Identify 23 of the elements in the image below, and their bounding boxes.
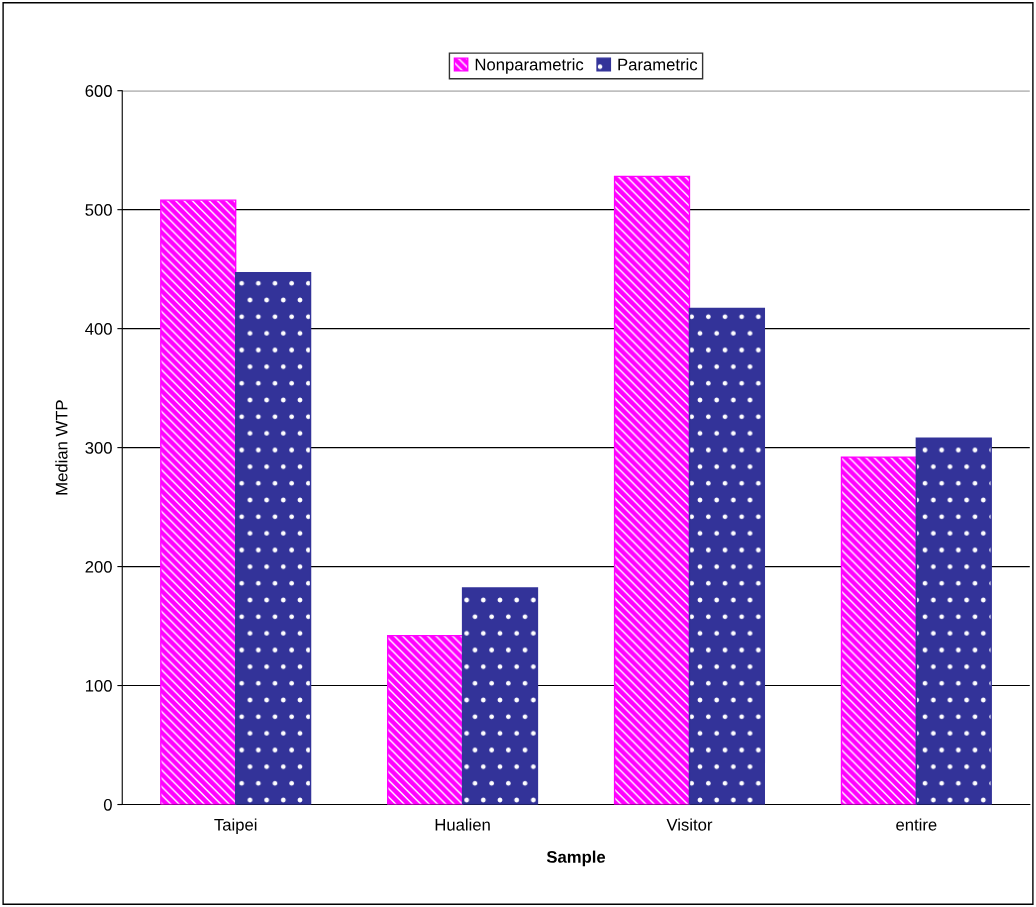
y-tick-label: 200 <box>85 560 112 573</box>
bar <box>688 307 766 805</box>
x-axis-title: Sample <box>546 850 606 867</box>
bar <box>387 634 464 805</box>
bar <box>234 272 312 805</box>
y-tick-label: 400 <box>85 323 112 335</box>
bar <box>915 437 992 805</box>
y-axis-title: Median WTP <box>55 400 68 495</box>
y-tick-label: 600 <box>85 85 112 97</box>
x-tick-label: Visitor <box>666 818 713 831</box>
legend-label: Nonparametric <box>475 58 584 74</box>
bar <box>160 199 237 805</box>
x-tick-label: Hualien <box>435 818 490 831</box>
x-tick-label: Taipei <box>214 818 257 834</box>
x-tick-label: entire <box>896 818 937 831</box>
y-tick-label: 0 <box>103 798 112 811</box>
bar <box>461 587 539 805</box>
y-tick-label: 500 <box>85 204 112 216</box>
bar <box>840 456 918 805</box>
y-tick-label: 100 <box>85 679 112 692</box>
legend-label: Parametric <box>618 58 698 71</box>
bar <box>613 175 691 805</box>
y-tick-label: 300 <box>85 442 112 454</box>
